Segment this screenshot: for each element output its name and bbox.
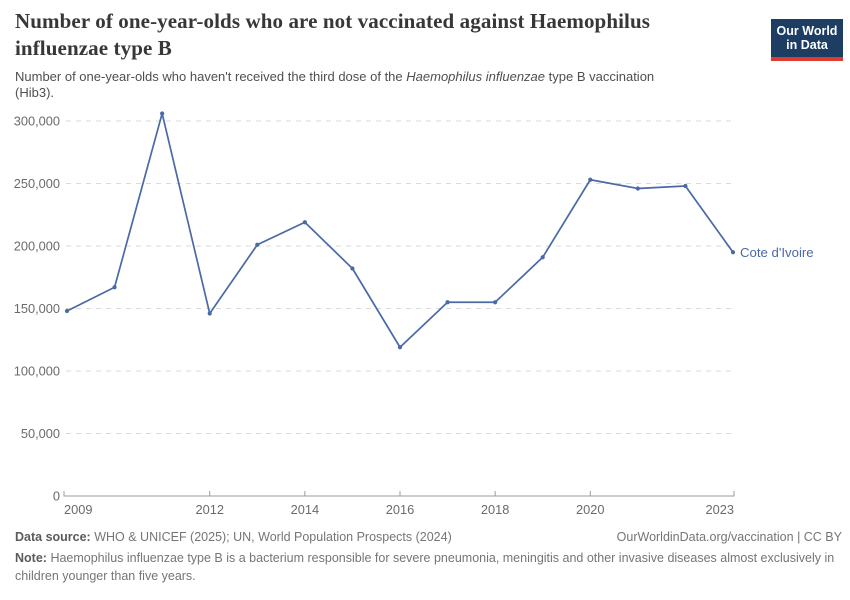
data-point[interactable] <box>64 308 70 314</box>
owid-logo-line1: Our World <box>776 24 838 38</box>
data-point[interactable] <box>730 250 736 255</box>
y-axis-tick-label: 100,000 <box>14 364 60 379</box>
y-axis-tick-label: 50,000 <box>21 426 60 441</box>
series-end-label[interactable]: Cote d'Ivoire <box>740 245 814 260</box>
y-axis-tick-label: 200,000 <box>14 239 60 254</box>
x-axis-tick-label: 2020 <box>576 502 604 517</box>
y-axis-tick-label: 150,000 <box>14 301 60 316</box>
data-point[interactable] <box>112 285 117 290</box>
x-axis-tick-label: 2014 <box>291 502 319 517</box>
note-label: Note: <box>15 551 47 565</box>
owid-logo[interactable]: Our World in Data <box>771 19 843 61</box>
chart-footer: Data source: WHO & UNICEF (2025); UN, Wo… <box>15 530 842 585</box>
page-title: Number of one-year-olds who are not vacc… <box>15 9 651 60</box>
x-axis-tick-label: 2012 <box>195 502 223 517</box>
x-axis-tick-label: 2023 <box>706 502 734 517</box>
subtitle-italic-text: Haemophilus influenzae <box>406 68 546 84</box>
subtitle-suffix-text: type B vaccination (Hib3). <box>15 68 655 100</box>
chart-note: Note: Haemophilus influenzae type B is a… <box>15 550 842 585</box>
data-source-label: Data source: <box>15 530 91 544</box>
x-axis-tick-label: 2018 <box>481 502 509 517</box>
data-point[interactable] <box>302 220 307 225</box>
data-point[interactable] <box>635 186 640 191</box>
y-axis-tick-label: 300,000 <box>14 114 60 129</box>
note-value: Haemophilus influenzae type B is a bacte… <box>15 551 835 583</box>
subtitle-text: Number of one-year-olds who haven't rece… <box>15 68 407 84</box>
data-point[interactable] <box>683 183 688 189</box>
data-point[interactable] <box>540 255 545 260</box>
data-point[interactable] <box>397 345 403 350</box>
y-axis-tick-label: 0 <box>53 489 60 504</box>
owid-license-link[interactable]: OurWorldinData.org/vaccination | CC BY <box>616 530 842 544</box>
data-point[interactable] <box>207 311 212 316</box>
owid-logo-line2: in Data <box>786 38 828 53</box>
data-point[interactable] <box>255 242 260 247</box>
data-line[interactable] <box>66 112 734 349</box>
data-point[interactable] <box>588 177 593 182</box>
x-axis-tick-label: 2009 <box>64 502 92 517</box>
x-axis-tick-label: 2016 <box>386 502 414 517</box>
chart-subtitle: Number of one-year-olds who haven't rece… <box>15 69 675 102</box>
data-point[interactable] <box>350 266 355 271</box>
title-block: Number of one-year-olds who are not vacc… <box>15 8 675 101</box>
data-point[interactable] <box>493 300 498 305</box>
data-point[interactable] <box>445 300 450 305</box>
data-source: Data source: WHO & UNICEF (2025); UN, Wo… <box>15 530 452 544</box>
data-point[interactable] <box>160 111 165 116</box>
y-axis-tick-label: 250,000 <box>14 176 60 191</box>
data-source-value: WHO & UNICEF (2025); UN, World Populatio… <box>94 530 452 544</box>
